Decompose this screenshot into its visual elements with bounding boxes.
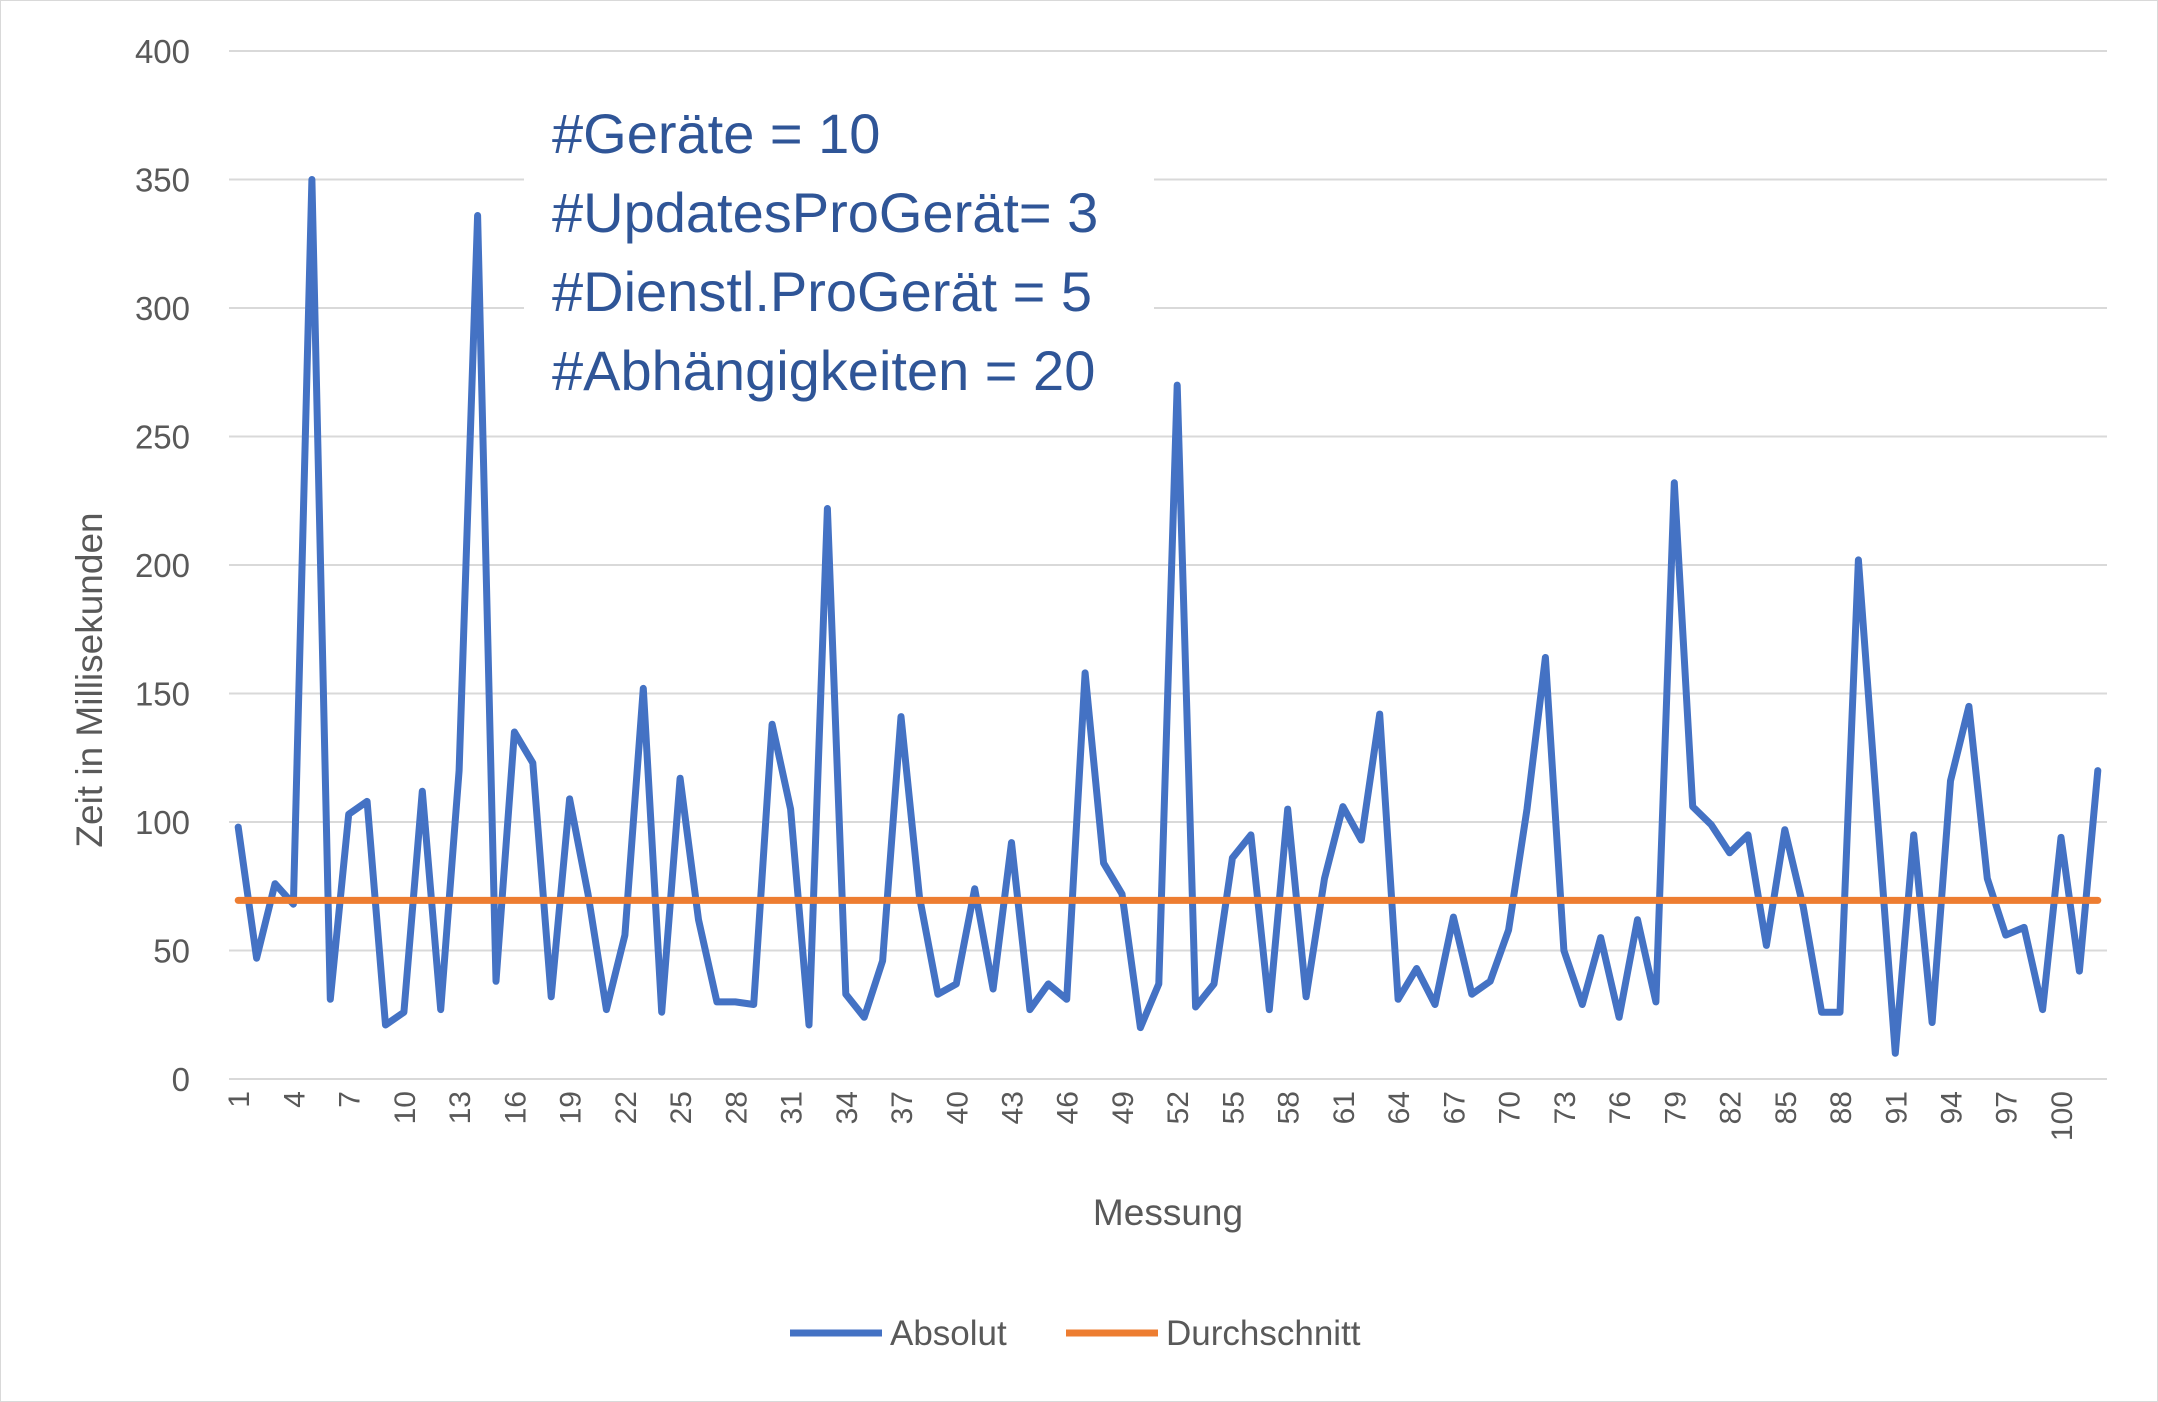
x-tick-label: 13 <box>444 1091 477 1124</box>
x-tick-label: 31 <box>776 1091 809 1124</box>
gridlines <box>229 50 2107 1080</box>
legend: Absolut Durchschnitt <box>790 1314 1361 1353</box>
annotation-devices: #Geräte = 10 <box>552 102 880 165</box>
y-tick-label: 50 <box>153 933 190 970</box>
y-tick-label: 200 <box>135 547 190 584</box>
x-tick-label: 52 <box>1162 1091 1195 1124</box>
x-tick-label: 37 <box>886 1091 919 1124</box>
annotation-box: #Geräte = 10 #UpdatesProGerät= 3 #Dienst… <box>524 95 1154 425</box>
x-tick-label: 7 <box>334 1091 367 1108</box>
y-tick-label: 350 <box>135 162 190 199</box>
legend-label-durchschnitt: Durchschnitt <box>1166 1314 1361 1353</box>
annotation-services: #Dienstl.ProGerät = 5 <box>552 260 1092 323</box>
x-tick-label: 28 <box>720 1091 753 1124</box>
y-tick-label: 100 <box>135 804 190 841</box>
x-tick-label: 82 <box>1715 1091 1748 1124</box>
x-tick-label: 46 <box>1052 1091 1085 1124</box>
x-tick-label: 40 <box>941 1091 974 1124</box>
x-tick-label: 97 <box>1991 1091 2024 1124</box>
x-tick-label: 85 <box>1770 1091 1803 1124</box>
x-tick-label: 76 <box>1604 1091 1637 1124</box>
x-tick-label: 58 <box>1273 1091 1306 1124</box>
x-tick-label: 19 <box>555 1091 588 1124</box>
x-tick-label: 88 <box>1825 1091 1858 1124</box>
y-tick-label: 250 <box>135 419 190 456</box>
annotation-updates: #UpdatesProGerät= 3 <box>552 181 1098 244</box>
series-lines <box>234 176 2102 1057</box>
x-tick-label: 64 <box>1383 1091 1416 1124</box>
x-tick-label: 67 <box>1438 1091 1471 1124</box>
x-tick-label: 25 <box>665 1091 698 1124</box>
x-tick-label: 61 <box>1328 1091 1361 1124</box>
y-tick-label: 400 <box>135 33 190 70</box>
x-tick-label: 49 <box>1107 1091 1140 1124</box>
x-tick-label: 94 <box>1936 1091 1969 1124</box>
x-tick-label: 70 <box>1494 1091 1527 1124</box>
x-tick-label: 34 <box>831 1091 864 1124</box>
x-tick-label: 55 <box>1217 1091 1250 1124</box>
x-tick-label: 79 <box>1659 1091 1692 1124</box>
x-tick-label: 4 <box>278 1091 311 1108</box>
series-line-absolut <box>234 176 2102 1057</box>
y-tick-labels: 0 50 100 150 200 250 300 350 400 <box>135 33 190 1098</box>
y-tick-label: 300 <box>135 290 190 327</box>
x-tick-label: 1 <box>223 1091 256 1108</box>
x-tick-label: 22 <box>610 1091 643 1124</box>
y-tick-label: 150 <box>135 676 190 713</box>
x-tick-label: 100 <box>2046 1091 2079 1141</box>
x-tick-label: 16 <box>499 1091 532 1124</box>
x-tick-label: 43 <box>997 1091 1030 1124</box>
annotation-dependencies: #Abhängigkeiten = 20 <box>552 339 1095 402</box>
legend-label-absolut: Absolut <box>890 1314 1007 1353</box>
y-tick-label: 0 <box>172 1061 190 1098</box>
x-tick-labels: 1 4 7 10 13 16 19 22 25 28 31 34 37 40 43 46 49 52 55 58 61 6… <box>223 1091 2079 1141</box>
x-tick-label: 73 <box>1549 1091 1582 1124</box>
x-tick-label: 10 <box>389 1091 422 1124</box>
x-axis-title: Messung <box>1093 1192 1243 1233</box>
x-tick-label: 91 <box>1880 1091 1913 1124</box>
y-axis-title: Zeit in Millisekunden <box>69 512 110 847</box>
